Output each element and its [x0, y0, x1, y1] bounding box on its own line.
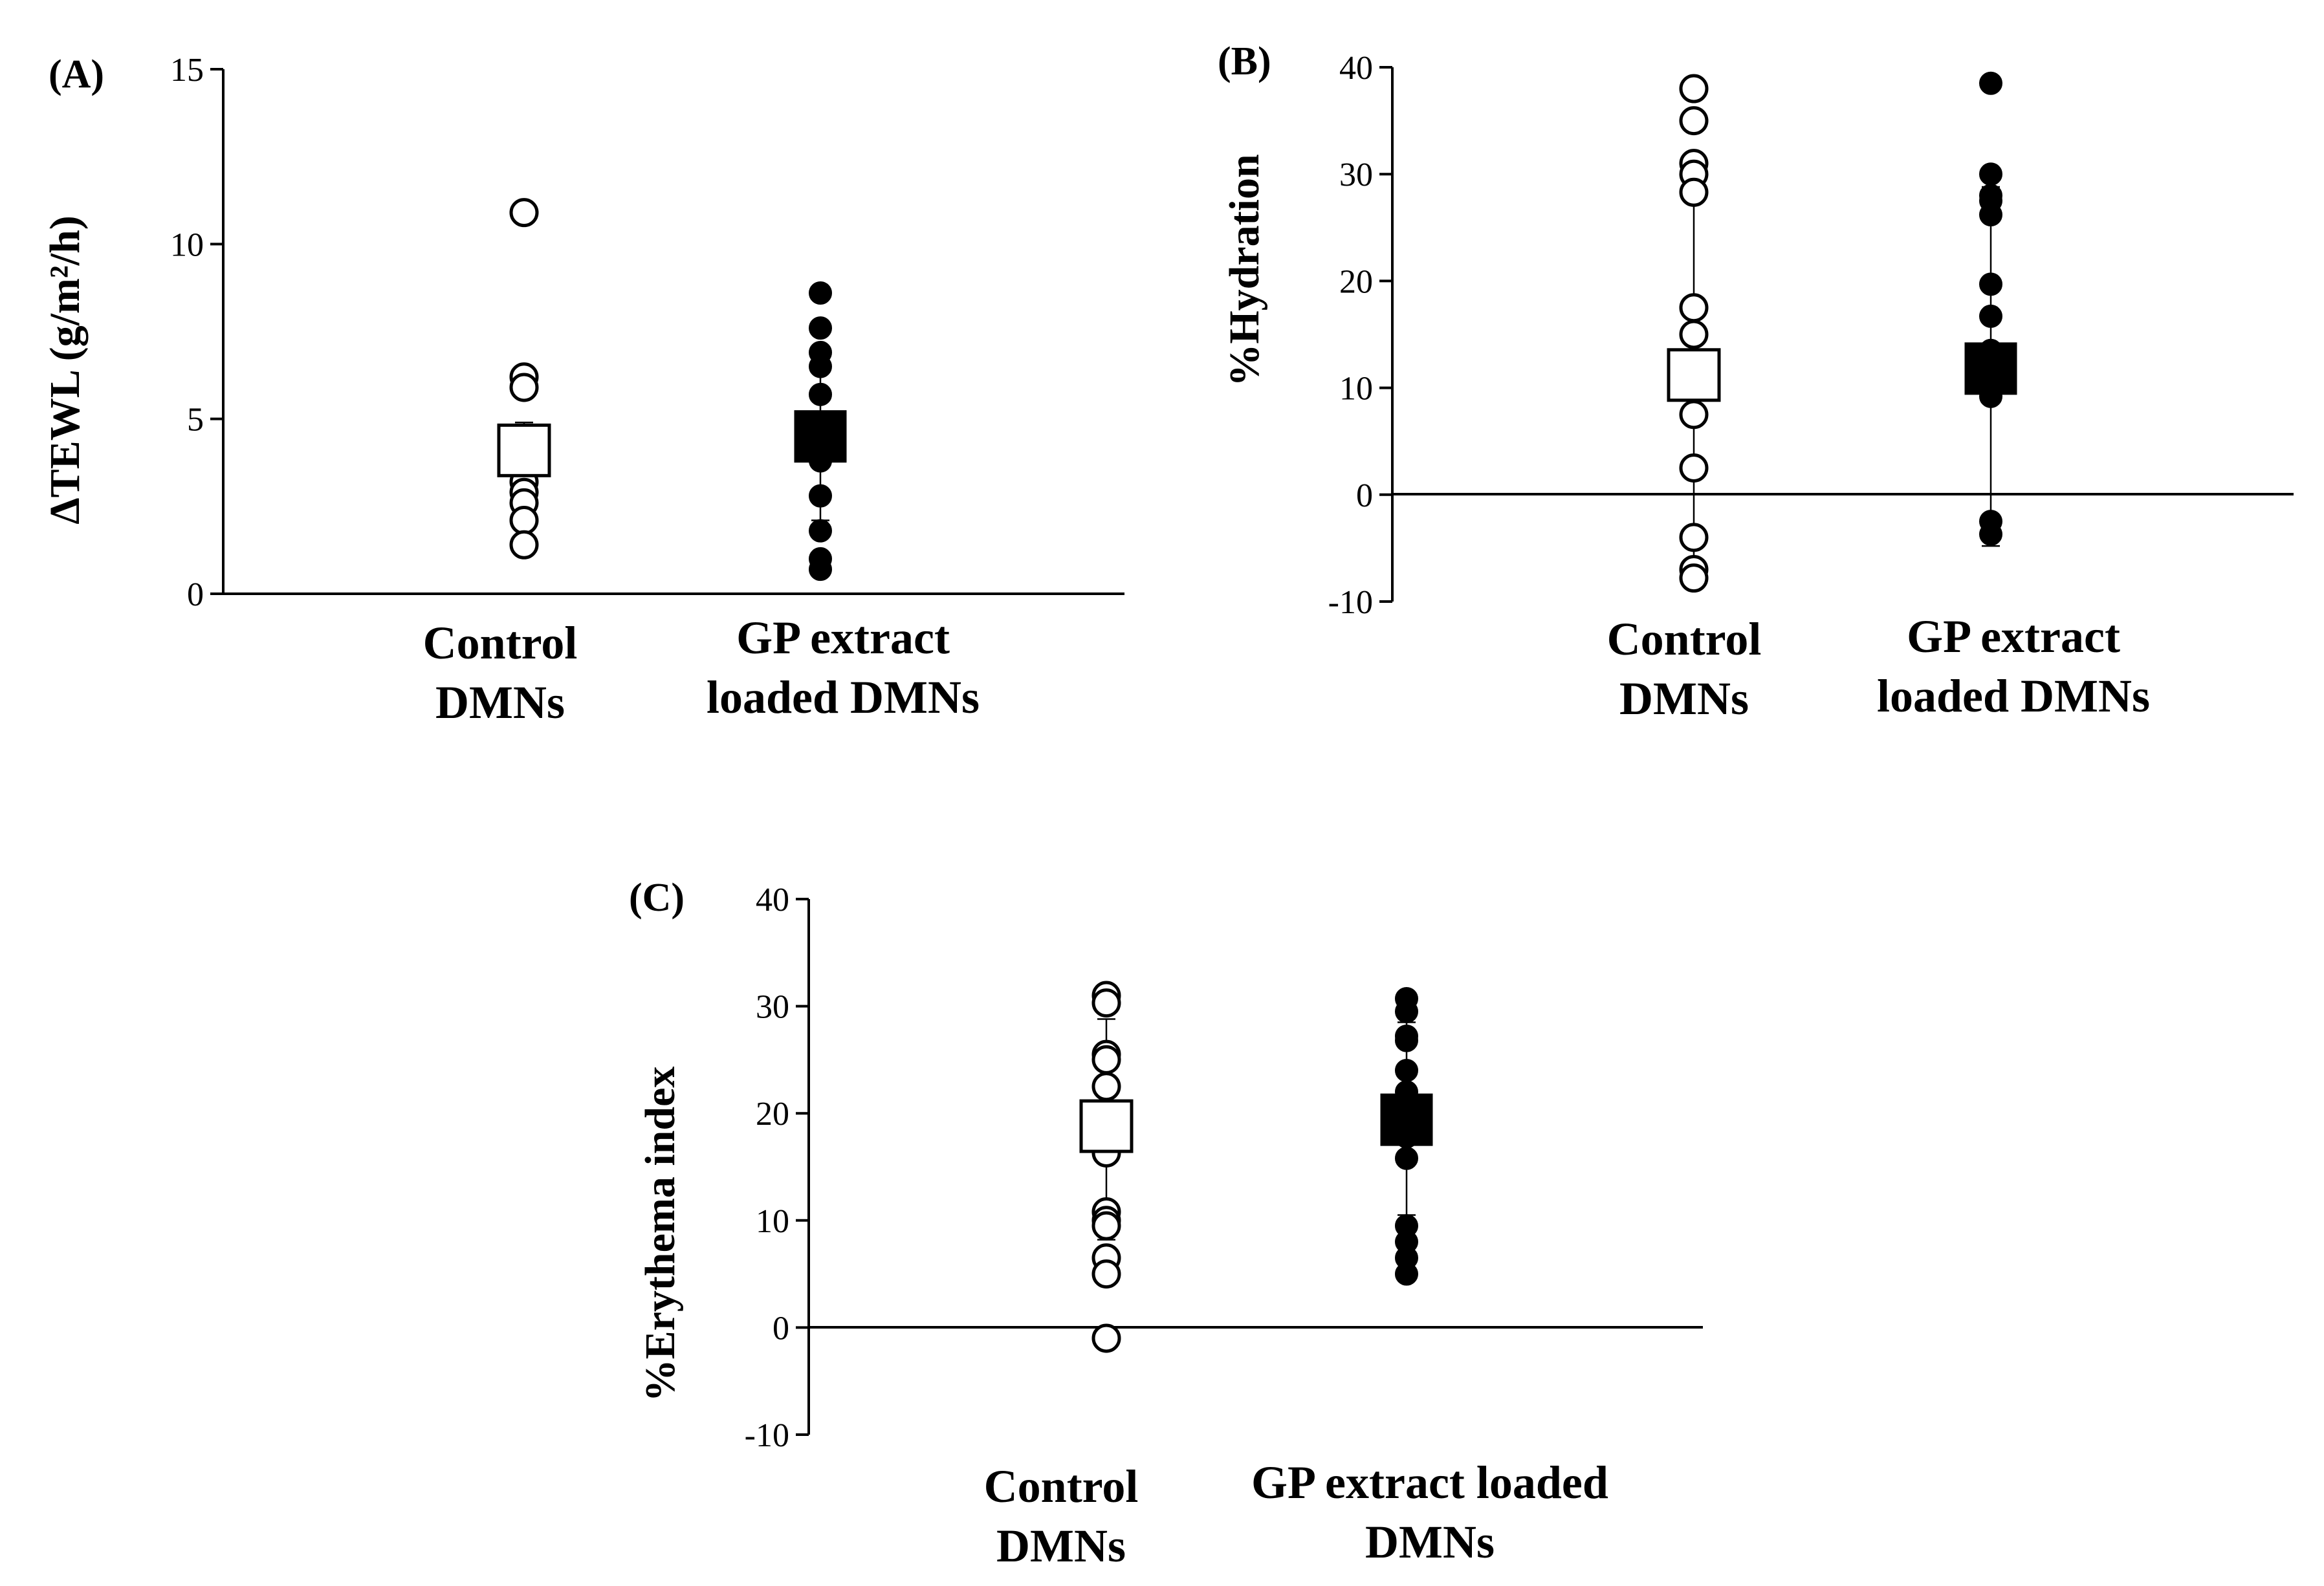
panel-c-gp-mean-marker: [1380, 1093, 1433, 1146]
panel-b-tick-label--10: -10: [1328, 584, 1373, 621]
panel-b-control-point-1: [1679, 106, 1709, 136]
panel-b-category-control: Control DMNs: [1607, 613, 1762, 724]
panel-b-label: (B): [1218, 39, 1271, 83]
panel-c-category-control: Control DMNs: [984, 1461, 1139, 1572]
panel-c-gp-point-3: [1395, 1028, 1418, 1052]
panel-b-tick-label-40: 40: [1339, 50, 1373, 87]
panel-c-control-point-12: [1091, 1323, 1121, 1353]
panel-b-control-point-0: [1679, 74, 1709, 103]
panel-a-tick-label-10: 10: [170, 226, 204, 263]
panel-a-control-point-7: [509, 530, 539, 559]
panel-c-control-point-1: [1091, 988, 1121, 1018]
panel-c-control-point-3: [1091, 1045, 1121, 1074]
panel-b-gp-point-1: [1979, 162, 2002, 186]
panel-c-means: [1079, 1093, 1433, 1153]
panel-b-control-point-5: [1679, 293, 1709, 323]
panel-a-tick-label-15: 15: [170, 52, 204, 89]
panel-b-control-point-11: [1679, 563, 1709, 593]
panel-b-category-control-line2: DMNs: [1619, 673, 1749, 724]
panel-b-gp-mean-marker: [1964, 342, 2017, 395]
panel-c-y-axis-title: %Erythema index: [637, 1067, 684, 1402]
panel-a-ticks: 0 5 10 15: [170, 52, 223, 613]
panel-b-control-mean-marker: [1667, 348, 1721, 402]
panel-a-points: [509, 198, 832, 581]
panel-c-error-bars: [1097, 1018, 1416, 1241]
panel-b-error-bars: [1685, 168, 2000, 581]
panel-b-control-point-7: [1679, 400, 1709, 429]
panel-b-gp-point-11: [1979, 522, 2002, 546]
panel-c-category-gp-line2: DMNs: [1365, 1516, 1495, 1568]
panel-a-control-point-6: [509, 505, 539, 535]
panel-c-tick-label-40: 40: [756, 882, 789, 918]
panel-c-category-control-line1: Control: [984, 1461, 1139, 1512]
panel-b-control-point-6: [1679, 320, 1709, 349]
panel-c-gp-point-4: [1395, 1058, 1418, 1082]
panel-c-gp-point-8: [1395, 1146, 1418, 1170]
panel-c-tick-label-30: 30: [756, 989, 789, 1026]
panel-b-gp-point-6: [1979, 304, 2002, 328]
panel-a-tick-label-0: 0: [187, 576, 204, 613]
panel-a-control-point-0: [509, 198, 539, 228]
panel-c-tick-label--10: -10: [745, 1417, 789, 1454]
panel-b-category-control-line1: Control: [1607, 613, 1762, 665]
panel-a-gp-point-11: [809, 558, 832, 581]
panel-b-control-point-9: [1679, 523, 1709, 552]
panel-a-gp-mean-marker: [794, 410, 847, 463]
panel-a-category-gp-line2: loaded DMNs: [707, 671, 980, 723]
panel-a-gp-point-4: [809, 382, 832, 406]
panel-b-category-gp-line1: GP extract: [1907, 611, 2120, 662]
panel-c-category-gp: GP extract loaded DMNs: [1251, 1457, 1608, 1568]
panel-a-label: (A): [49, 52, 104, 96]
panel-a-category-gp: GP extract loaded DMNs: [707, 612, 980, 723]
panel-a-gp-point-1: [809, 316, 832, 340]
panel-c-control-point-4: [1091, 1072, 1121, 1102]
panel-c-tick-label-0: 0: [773, 1310, 789, 1347]
panel-c-category-control-line2: DMNs: [996, 1520, 1126, 1572]
panel-a-category-gp-line1: GP extract: [736, 612, 950, 664]
panel-c-control-point-11: [1091, 1259, 1121, 1289]
panel-c-control-mean-marker: [1079, 1099, 1134, 1153]
panel-c-tick-label-10: 10: [756, 1203, 789, 1240]
panel-a-control-point-2: [509, 373, 539, 402]
panel-c-points: [1091, 981, 1418, 1353]
panel-b-category-gp: GP extract loaded DMNs: [1877, 611, 2150, 722]
panel-a-error-bars: [515, 351, 829, 521]
panel-b-category-gp-line2: loaded DMNs: [1877, 670, 2150, 722]
panel-b: (B) %Hydration -10 0 10 20 30 40 Control DMNs…: [1218, 39, 2294, 724]
panel-a-gp-point-9: [809, 519, 832, 543]
panel-b-ticks: -10 0 10 20 30 40: [1328, 50, 1392, 621]
panel-a-category-control-line1: Control: [423, 617, 578, 669]
panel-c-ticks: -10 0 10 20 30 40: [745, 882, 809, 1454]
panel-b-y-axis-title: %Hydration: [1221, 154, 1268, 386]
panel-a-gp-point-8: [809, 484, 832, 508]
panel-c-tick-label-20: 20: [756, 1096, 789, 1133]
panel-b-tick-label-10: 10: [1339, 371, 1373, 407]
panel-c: (C) %Erythema index -10 0 10 20 30 40 Control…: [629, 876, 1703, 1572]
panel-b-control-point-4: [1679, 177, 1709, 207]
panel-a-y-axis-title: ΔTEWL (g/m²/h): [41, 215, 89, 524]
panel-b-gp-point-4: [1979, 202, 2002, 226]
panel-b-tick-label-20: 20: [1339, 263, 1373, 300]
panel-c-control-point-9: [1091, 1211, 1121, 1241]
panel-b-tick-label-0: 0: [1356, 477, 1373, 514]
panel-a-category-control: Control DMNs: [423, 617, 578, 728]
panel-c-category-gp-line1: GP extract loaded: [1251, 1457, 1608, 1508]
panel-c-gp-point-1: [1395, 999, 1418, 1023]
panel-b-gp-point-0: [1979, 71, 2002, 95]
panel-b-points: [1679, 71, 2002, 593]
panel-b-control-point-8: [1679, 453, 1709, 483]
panel-a-tick-label-5: 5: [187, 402, 204, 439]
panel-c-gp-point-12: [1395, 1262, 1418, 1286]
panel-a-gp-point-0: [809, 281, 832, 305]
panel-b-means: [1667, 342, 2017, 402]
panel-b-tick-label-30: 30: [1339, 157, 1373, 193]
panel-a-control-mean-marker: [497, 423, 551, 477]
panel-a-means: [497, 410, 847, 477]
panel-a: (A) ΔTEWL (g/m²/h) 0 5 10 15 Control DMNs G…: [41, 52, 1124, 728]
panel-a-category-control-line2: DMNs: [435, 677, 565, 728]
panel-a-gp-point-3: [809, 354, 832, 378]
panel-b-gp-point-5: [1979, 272, 2002, 296]
panel-c-label: (C): [629, 876, 685, 920]
